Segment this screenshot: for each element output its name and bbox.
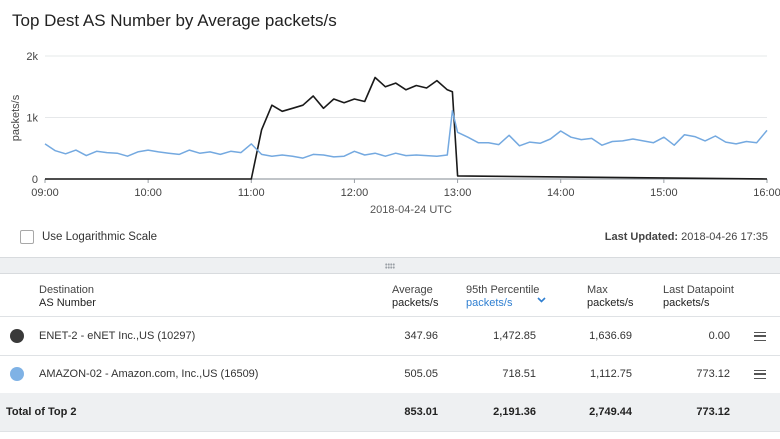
log-scale-checkbox[interactable]	[20, 230, 34, 244]
total-last-cell: 773.12	[696, 406, 730, 418]
x-axis-label: 2018-04-24 UTC	[370, 204, 452, 216]
last-updated-label: Last Updated:	[604, 231, 679, 243]
table-row[interactable]: ENET-2 - eNET Inc.,US (10297) 347.96 1,4…	[0, 317, 780, 356]
total-row: Total of Top 2 853.01 2,191.36 2,749.44 …	[0, 393, 780, 432]
last-updated: Last Updated: 2018-04-26 17:35	[605, 231, 768, 243]
x-tick-label: 15:00	[650, 187, 678, 199]
row-menu-icon[interactable]	[754, 332, 766, 341]
series-line-2[interactable]	[44, 109, 768, 159]
x-tick-label: 13:00	[444, 187, 472, 199]
y-tick-label: 0	[32, 174, 38, 186]
column-header-last[interactable]: Last Datapoint packets/s	[663, 284, 734, 310]
row-menu-icon[interactable]	[754, 370, 766, 379]
x-tick-label: 11:00	[238, 187, 265, 199]
total-average-cell: 853.01	[404, 406, 438, 418]
table-row[interactable]: AMAZON-02 - Amazon.com, Inc.,US (16509) …	[0, 355, 780, 394]
column-header-line: AS Number	[39, 297, 96, 309]
column-header-line: packets/s	[392, 297, 439, 309]
last-cell: 0.00	[708, 330, 730, 342]
average-cell: 347.96	[404, 330, 438, 342]
column-header-line: 95th Percentile	[466, 284, 540, 296]
average-cell: 505.05	[404, 368, 438, 380]
series-line-1[interactable]	[45, 76, 768, 180]
last-cell: 773.12	[696, 368, 730, 380]
destination-cell: ENET-2 - eNET Inc.,US (10297)	[39, 330, 196, 342]
column-header-line: Last Datapoint	[663, 284, 734, 296]
destination-cell: AMAZON-02 - Amazon.com, Inc.,US (16509)	[39, 368, 259, 380]
p95-cell: 718.51	[502, 368, 536, 380]
max-cell: 1,112.75	[589, 368, 632, 380]
column-header-line: packets/s	[587, 297, 634, 309]
column-header-max[interactable]: Max packets/s	[587, 284, 633, 310]
column-header-line: Max	[587, 284, 608, 296]
x-tick-label: 10:00	[134, 187, 162, 199]
column-header-p95[interactable]: 95th Percentile packets/s	[466, 284, 539, 310]
total-p95-cell: 2,191.36	[493, 406, 536, 418]
total-label: Total of Top 2	[6, 406, 77, 418]
last-updated-value: 2018-04-26 17:35	[681, 231, 768, 243]
column-header-line: packets/s	[663, 297, 710, 309]
x-tick-label: 16:00	[753, 187, 780, 199]
log-scale-toggle[interactable]: Use Logarithmic Scale	[20, 228, 157, 246]
y-tick-label: 1k	[26, 113, 38, 125]
total-max-cell: 2,749.44	[589, 406, 632, 418]
x-tick-label: 09:00	[31, 187, 59, 199]
p95-cell: 1,472.85	[493, 330, 536, 342]
drag-handle-icon[interactable]	[385, 263, 395, 269]
series-color-swatch	[10, 329, 24, 343]
column-header-destination[interactable]: Destination AS Number	[39, 284, 96, 310]
sort-descending-icon[interactable]	[537, 297, 546, 303]
line-chart: 2k 1k 0 09:00 10:00 11:00 12:00 13:00 14:00 15:0…	[10, 51, 780, 216]
column-header-line: Destination	[39, 284, 95, 296]
x-tick-label: 12:00	[341, 187, 369, 199]
series-color-swatch	[10, 367, 24, 381]
column-header-line: packets/s	[466, 297, 513, 309]
max-cell: 1,636.69	[589, 330, 632, 342]
resize-divider[interactable]	[0, 257, 780, 274]
column-header-average[interactable]: Average packets/s	[392, 284, 438, 310]
table-header: Destination AS Number Average packets/s …	[0, 276, 780, 317]
log-scale-label: Use Logarithmic Scale	[42, 231, 158, 243]
column-header-line: Average	[392, 284, 433, 296]
y-axis-label: packets/s	[10, 94, 22, 141]
y-tick-label: 2k	[26, 51, 38, 63]
chart-title: Top Dest AS Number by Average packets/s	[12, 11, 337, 30]
x-tick-label: 14:00	[547, 187, 575, 199]
